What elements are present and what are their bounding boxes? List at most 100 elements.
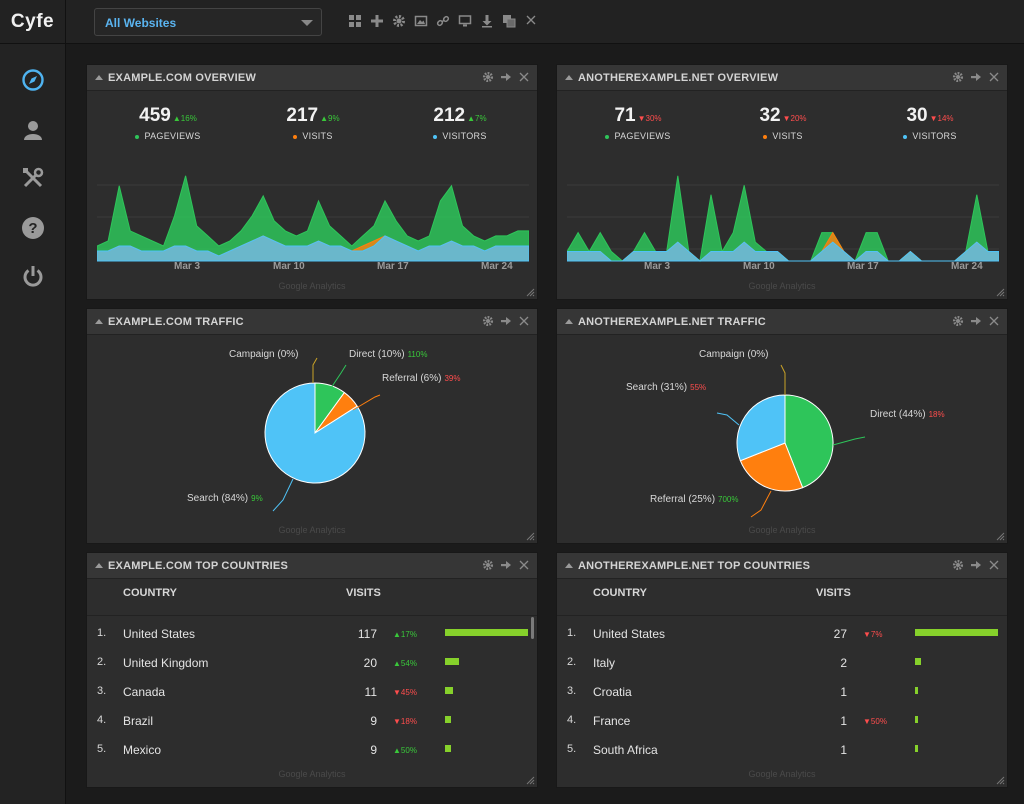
scrollbar[interactable] xyxy=(531,617,534,639)
tools-icon xyxy=(23,167,44,188)
column-header-country[interactable]: COUNTRY xyxy=(123,587,177,599)
plus-icon[interactable] xyxy=(370,14,384,28)
table-row[interactable]: 2. United Kingdom 20 ▲54% xyxy=(87,656,537,685)
download-icon[interactable] xyxy=(480,14,494,28)
close-icon[interactable] xyxy=(524,14,538,28)
visits-bar xyxy=(915,687,918,694)
gear-icon[interactable] xyxy=(952,559,964,571)
resize-handle-icon[interactable] xyxy=(996,288,1005,297)
pie-leader-line xyxy=(312,357,318,383)
close-icon[interactable] xyxy=(518,315,530,327)
close-icon[interactable] xyxy=(518,71,530,83)
table-row[interactable]: 4. France 1 ▼50% xyxy=(557,714,1007,743)
grid-icon[interactable] xyxy=(348,14,362,28)
pie-leader-line xyxy=(832,436,866,446)
widget-header[interactable]: ANOTHEREXAMPLE.NET TOP COUNTRIES xyxy=(557,553,1007,579)
row-index: 4. xyxy=(567,714,577,726)
collapse-icon[interactable] xyxy=(565,75,573,80)
series-visitors xyxy=(97,235,529,262)
compass-icon xyxy=(22,69,44,91)
country-name: Canada xyxy=(123,685,166,699)
sidebar-item-account[interactable] xyxy=(19,116,47,144)
x-tick-label: Mar 10 xyxy=(273,261,305,272)
visits-value: 9 xyxy=(370,743,377,757)
widget-header[interactable]: EXAMPLE.COM TRAFFIC xyxy=(87,309,537,335)
widget-top-countries-anotherexample-net: ANOTHEREXAMPLE.NET TOP COUNTRIES COUNTRY… xyxy=(556,552,1008,788)
table-row[interactable]: 3. Canada 11 ▼45% xyxy=(87,685,537,714)
table-row[interactable]: 1. United States 27 ▼7% xyxy=(557,627,1007,656)
visits-value: 27 xyxy=(833,627,847,641)
logo[interactable]: Cyfe xyxy=(0,0,66,44)
resize-handle-icon[interactable] xyxy=(996,776,1005,785)
area-chart xyxy=(97,175,529,262)
arrow-right-icon[interactable] xyxy=(500,71,512,83)
image-icon[interactable] xyxy=(414,14,428,28)
monitor-icon[interactable] xyxy=(458,14,472,28)
widget-traffic-example-com: EXAMPLE.COM TRAFFIC Campaign (0%) Direct… xyxy=(86,308,538,544)
table-row[interactable]: 5. Mexico 9 ▲50% xyxy=(87,743,537,772)
sidebar-item-dashboards[interactable] xyxy=(19,66,47,94)
x-tick-label: Mar 24 xyxy=(951,261,983,272)
row-index: 5. xyxy=(567,743,577,755)
table-row[interactable]: 3. Croatia 1 xyxy=(557,685,1007,714)
column-header-country[interactable]: COUNTRY xyxy=(593,587,647,599)
pie-label-search: Search (84%) 9% xyxy=(187,493,263,504)
widget-header[interactable]: ANOTHEREXAMPLE.NET TRAFFIC xyxy=(557,309,1007,335)
series-visitors xyxy=(567,241,999,262)
collapse-icon[interactable] xyxy=(565,319,573,324)
gear-icon[interactable] xyxy=(482,315,494,327)
widget-title: EXAMPLE.COM OVERVIEW xyxy=(108,72,257,84)
copy-icon[interactable] xyxy=(502,14,516,28)
widget-header[interactable]: EXAMPLE.COM OVERVIEW xyxy=(87,65,537,91)
pie-label-referral: Referral (6%) 39% xyxy=(382,373,461,384)
table-row[interactable]: 4. Brazil 9 ▼18% xyxy=(87,714,537,743)
collapse-icon[interactable] xyxy=(95,319,103,324)
collapse-icon[interactable] xyxy=(95,75,103,80)
collapse-icon[interactable] xyxy=(95,563,103,568)
link-icon[interactable] xyxy=(436,14,450,28)
close-icon[interactable] xyxy=(518,559,530,571)
sidebar-item-tools[interactable] xyxy=(19,164,47,192)
website-select[interactable]: All Websites xyxy=(94,8,322,36)
arrow-right-icon[interactable] xyxy=(500,559,512,571)
gear-icon[interactable] xyxy=(482,559,494,571)
widget-header[interactable]: EXAMPLE.COM TOP COUNTRIES xyxy=(87,553,537,579)
table-row[interactable]: 2. Italy 2 xyxy=(557,656,1007,685)
x-tick-label: Mar 17 xyxy=(377,261,409,272)
stat-pageviews: 459 ▲16% PAGEVIEWS xyxy=(108,105,228,141)
top-bar: Cyfe All Websites xyxy=(0,0,1024,44)
resize-handle-icon[interactable] xyxy=(996,532,1005,541)
gear-icon[interactable] xyxy=(952,71,964,83)
sidebar-item-logout[interactable] xyxy=(19,262,47,290)
resize-handle-icon[interactable] xyxy=(526,532,535,541)
visits-change: ▲50% xyxy=(393,746,417,755)
collapse-icon[interactable] xyxy=(565,563,573,568)
close-icon[interactable] xyxy=(988,559,1000,571)
arrow-right-icon[interactable] xyxy=(970,559,982,571)
arrow-right-icon[interactable] xyxy=(970,71,982,83)
resize-handle-icon[interactable] xyxy=(526,288,535,297)
column-header-visits[interactable]: VISITS xyxy=(816,587,851,599)
pie-label-referral: Referral (25%) 700% xyxy=(650,494,739,505)
widget-title: ANOTHEREXAMPLE.NET OVERVIEW xyxy=(578,72,779,84)
sidebar-item-help[interactable]: ? xyxy=(19,214,47,242)
gear-icon[interactable] xyxy=(952,315,964,327)
arrow-right-icon[interactable] xyxy=(500,315,512,327)
table-row[interactable]: 5. South Africa 1 xyxy=(557,743,1007,772)
svg-text:?: ? xyxy=(28,220,37,237)
column-header-visits[interactable]: VISITS xyxy=(346,587,381,599)
widget-header[interactable]: ANOTHEREXAMPLE.NET OVERVIEW xyxy=(557,65,1007,91)
table-row[interactable]: 1. United States 117 ▲17% xyxy=(87,627,537,656)
x-tick-label: Mar 17 xyxy=(847,261,879,272)
country-name: Brazil xyxy=(123,714,154,728)
resize-handle-icon[interactable] xyxy=(526,776,535,785)
stat-value: 217 xyxy=(286,105,319,126)
close-icon[interactable] xyxy=(988,315,1000,327)
stat-visitors: 30 ▼14% VISITORS xyxy=(870,105,990,141)
close-icon[interactable] xyxy=(988,71,1000,83)
help-icon: ? xyxy=(22,217,44,239)
gear-icon[interactable] xyxy=(482,71,494,83)
arrow-right-icon[interactable] xyxy=(970,315,982,327)
gear-icon[interactable] xyxy=(392,14,406,28)
stat-value: 459 xyxy=(139,105,171,126)
